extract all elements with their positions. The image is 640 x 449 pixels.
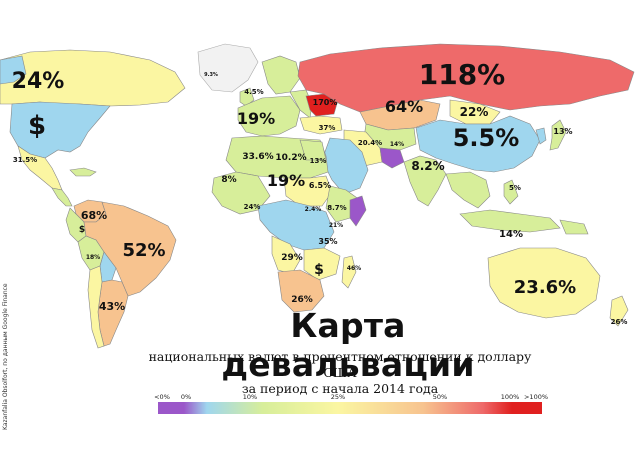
region-australia — [487, 247, 601, 319]
map-label: 26% — [291, 295, 313, 305]
region-india — [403, 155, 447, 207]
region-korea — [535, 127, 547, 145]
region-afghanistan — [379, 147, 405, 169]
map-label: 6.5% — [309, 181, 331, 190]
legend-tick-label: 0% — [181, 393, 191, 401]
map-label: 5.5% — [453, 124, 520, 152]
map-label: 46% — [347, 265, 361, 272]
map-label: 19% — [237, 109, 275, 128]
map-label: $ — [314, 262, 324, 278]
region-sudan — [283, 175, 333, 207]
map-label: 4.5% — [244, 88, 263, 96]
legend: <0% 0% 10% 25% 50% 100% >100% — [154, 393, 548, 414]
region-west-africa — [211, 171, 271, 215]
region-tanzania — [303, 247, 341, 281]
region-southeast-asia — [445, 171, 491, 209]
region-chile — [87, 265, 105, 349]
region-greenland — [197, 43, 259, 93]
subtitle-line-1: национальных валют в процентном отношени… — [148, 349, 532, 380]
legend-tick-label: 10% — [243, 393, 257, 401]
map-label: 9.3% — [204, 72, 218, 78]
map-label: 24% — [12, 69, 65, 94]
region-caribbean — [69, 167, 97, 177]
map-label: 14% — [499, 229, 523, 240]
map-label: 52% — [122, 240, 165, 261]
map-label: 2.4% — [305, 206, 322, 213]
map-label: 68% — [81, 209, 107, 222]
region-somalia — [349, 195, 367, 227]
map-label: 26% — [611, 318, 628, 326]
legend-tick-label: >100% — [524, 393, 548, 401]
map-label: 37% — [319, 124, 336, 132]
map-label: 13% — [553, 127, 572, 136]
map-label: 64% — [385, 97, 423, 116]
map-label: 20.4% — [358, 139, 382, 147]
region-central-america — [51, 187, 73, 207]
legend-tick-label: <0% — [154, 393, 170, 401]
legend-tick-label: 100% — [501, 393, 520, 401]
legend-gradient-bar — [184, 402, 512, 414]
map-label: 33.6% — [242, 152, 273, 162]
region-china — [415, 115, 541, 173]
map-label: 19% — [267, 171, 305, 190]
map-label: 24% — [244, 203, 261, 211]
map-label: 13% — [310, 157, 327, 165]
map-label: 10.2% — [275, 153, 306, 163]
region-philippines — [503, 179, 519, 205]
region-southern-africa — [277, 269, 325, 313]
source-credit: Kazanfalia Obsolfort, по данным Google F… — [2, 283, 9, 430]
map-label: 18% — [86, 254, 100, 261]
map-label: 118% — [419, 58, 506, 91]
map-label: 31.5% — [13, 156, 37, 164]
region-russia — [297, 43, 635, 113]
map-label: 8.2% — [411, 159, 444, 173]
region-western-europe — [237, 95, 301, 137]
map-label: 23.6% — [514, 277, 576, 298]
map-label: 22% — [460, 105, 489, 119]
region-turkey — [299, 115, 343, 135]
map-label: 21% — [329, 222, 343, 229]
region-new-zealand — [609, 295, 629, 327]
map-label: 8% — [221, 175, 236, 185]
map-label: 170% — [313, 98, 338, 107]
region-papua — [559, 219, 589, 235]
legend-tick-label: 50% — [433, 393, 447, 401]
map-label: 8.7% — [327, 204, 346, 212]
legend-tick-label: 25% — [331, 393, 345, 401]
legend-swatch-over-100 — [512, 402, 542, 414]
map-label: $ — [28, 111, 46, 141]
legend-swatch-negative — [158, 402, 184, 414]
region-indonesia — [459, 209, 561, 233]
map-label: 5% — [509, 184, 521, 192]
region-madagascar — [341, 255, 357, 289]
region-egypt — [299, 139, 327, 161]
map-subtitle: национальных валют в процентном отношени… — [130, 349, 550, 397]
region-alaska — [0, 55, 27, 85]
map-label: 43% — [99, 300, 125, 313]
subtitle-line-2: за период с начала 2014 года — [241, 381, 439, 396]
region-japan — [549, 119, 567, 151]
region-scandinavia — [261, 55, 301, 95]
map-labels: 24% $31.5% 118% 64% 22% 5.5% 13% 19% 4.5% 9.3% 170… — [12, 58, 628, 326]
map-label: $ — [79, 225, 85, 235]
map-label: 29% — [281, 253, 303, 263]
map-title: Карта девальвации — [221, 306, 475, 384]
map-label: 35% — [318, 237, 337, 246]
map-label: 14% — [390, 141, 404, 148]
